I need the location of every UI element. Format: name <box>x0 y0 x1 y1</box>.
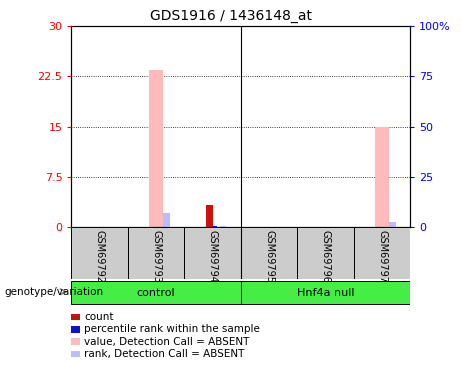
Text: rank, Detection Call = ABSENT: rank, Detection Call = ABSENT <box>84 349 245 359</box>
Bar <box>241 280 410 304</box>
Bar <box>184 227 241 279</box>
Text: count: count <box>84 312 114 322</box>
Bar <box>241 227 297 279</box>
Text: GDS1916 / 1436148_at: GDS1916 / 1436148_at <box>149 9 312 23</box>
Bar <box>128 227 184 279</box>
Bar <box>375 127 389 227</box>
Bar <box>149 70 163 227</box>
Text: Hnf4a null: Hnf4a null <box>297 288 355 297</box>
Text: control: control <box>137 288 176 297</box>
Text: GSM69797: GSM69797 <box>377 230 387 282</box>
Bar <box>213 226 217 227</box>
Bar <box>71 227 128 279</box>
Text: percentile rank within the sample: percentile rank within the sample <box>84 324 260 334</box>
Bar <box>163 213 170 227</box>
Text: GSM69794: GSM69794 <box>207 230 218 282</box>
Text: GSM69792: GSM69792 <box>95 230 105 282</box>
Bar <box>220 226 226 227</box>
Bar <box>71 280 241 304</box>
Text: value, Detection Call = ABSENT: value, Detection Call = ABSENT <box>84 337 250 346</box>
Bar <box>389 222 396 227</box>
Bar <box>206 206 213 227</box>
Text: GSM69796: GSM69796 <box>320 230 331 282</box>
Bar <box>354 227 410 279</box>
Text: GSM69793: GSM69793 <box>151 230 161 282</box>
Text: genotype/variation: genotype/variation <box>5 287 104 297</box>
Bar <box>297 227 354 279</box>
Text: GSM69795: GSM69795 <box>264 230 274 282</box>
